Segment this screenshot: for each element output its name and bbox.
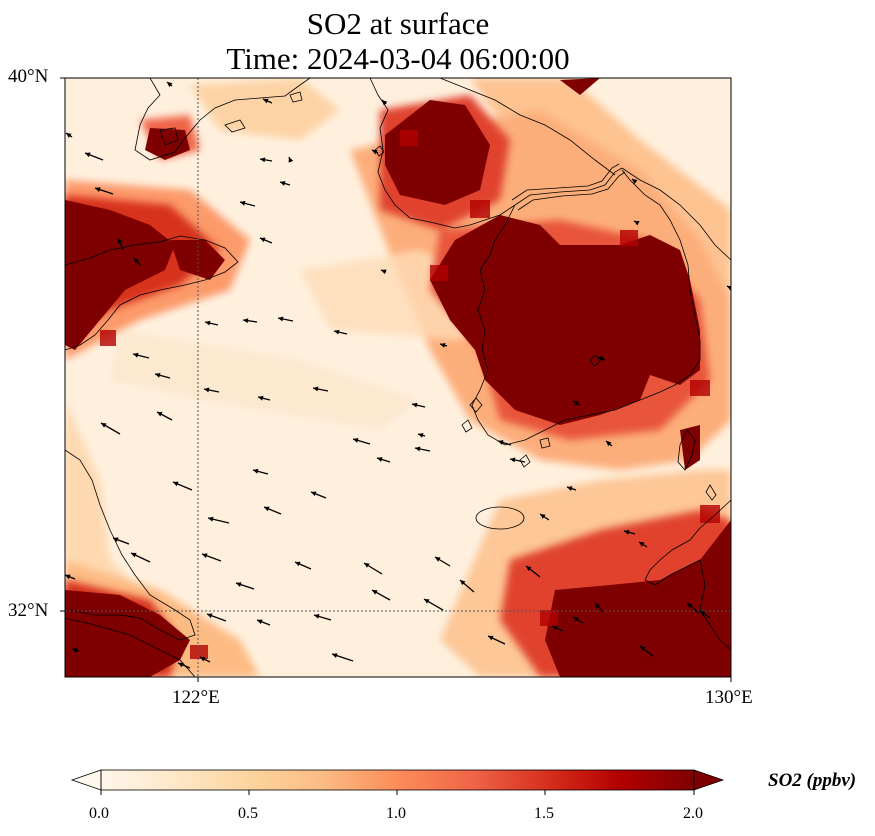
wind-vector-head [157,412,163,417]
wind-vector-head [66,133,72,138]
wind-vector-head [540,514,546,519]
wind-vector-head [205,320,211,326]
wind-vector-head [264,506,270,512]
wind-vector-head [243,318,249,324]
wind-vector-head [381,269,387,275]
wind-vector-head [372,150,378,155]
map-frame [64,77,732,678]
wind-vector-head [72,647,78,653]
wind-vector-head [687,603,693,609]
wind-vector-head [134,258,140,264]
wind-vector-head [415,446,421,452]
colorbar [70,769,725,795]
wind-vector-head [295,561,301,567]
wind-vector-head [85,152,91,158]
wind-vector-head [155,372,161,378]
wind-vector-head [412,402,418,408]
wind-vector-head [311,491,317,497]
wind-vector-head [727,286,731,291]
colorbar-tick-0: 0.0 [89,805,109,822]
wind-vector-head [632,179,638,184]
wind-vector-head [167,82,173,88]
wind-vector-head [113,537,119,543]
wind-vector-head [236,582,242,587]
wind-vector-head [101,423,107,428]
colorbar-extend-min [70,769,102,791]
wind-vector-head [288,157,294,163]
wind-vector-head [258,395,264,401]
wind-vector-head [278,316,284,322]
lat-tick-32n: 32°N [8,600,49,621]
wind-vector-head [377,457,383,462]
colorbar-tick-1-5: 1.5 [534,805,554,822]
wind-vector-head [178,662,184,668]
wind-vector-head [567,486,573,491]
wind-vector-head [372,590,378,595]
wind-vector-head [314,614,320,619]
colorbar-tick-1: 1.0 [386,805,406,822]
wind-vectors [65,81,731,669]
wind-vector-head [65,574,71,580]
wind-vector-head [131,552,137,558]
wind-vector-head [435,557,441,562]
wind-vector-head [624,529,630,535]
wind-vector-head [510,457,516,463]
wind-vector-head [95,187,101,192]
wind-vector-head [332,653,338,658]
wind-vector-head [598,356,604,362]
colorbar-tick-0-5: 0.5 [238,805,258,822]
colorbar-extend-max [693,769,725,791]
map-subtitle-time: Time: 2024-03-04 06:00:00 [226,41,570,76]
map-title: SO2 at surface [306,6,490,41]
wind-vector-head [606,441,612,447]
wind-vector-head [640,646,646,652]
gridlines [65,78,731,677]
colorbar-tick-2: 2.0 [683,805,703,822]
wind-vector-head [204,387,210,393]
wind-vector-head [257,619,263,625]
so2-field [65,78,731,677]
wind-vector-head [700,611,706,616]
wind-vector-head [240,200,246,206]
lat-tick-40n: 40°N [8,66,49,87]
wind-vector-head [117,238,123,244]
wind-vector-head [334,329,340,335]
wind-vector-head [595,603,601,609]
wind-vector-head [208,516,214,522]
wind-vector-head [552,625,558,631]
wind-vector-head [353,438,359,443]
wind-vector-head [418,432,424,438]
wind-vector-head [498,440,504,445]
high-so2-patches [65,78,731,677]
wind-vector-head [313,386,319,392]
wind-vector-head [364,563,370,568]
wind-vector-head [133,352,139,358]
wind-vector-head [488,635,494,641]
wind-vector-head [440,342,446,348]
wind-vector-head [200,657,206,662]
wind-vector-head [639,542,645,547]
wind-vector-head [202,553,208,559]
wind-vector-head [173,481,179,487]
wind-vector-head [260,237,266,243]
wind-vector-head [526,566,532,572]
wind-vector-head [260,157,266,163]
colorbar-label: SO2 (ppbv) [768,770,857,791]
wind-vector-head [207,613,213,619]
wind-vector-head [460,580,466,586]
wind-vector-head [382,100,388,106]
wind-vector-head [573,401,579,406]
wind-vector-head [263,98,269,104]
wind-vector-head [573,617,579,622]
coastlines [65,78,731,677]
wind-vector-head [424,599,430,604]
wind-vector-head [253,468,259,474]
wind-vector-head [280,181,286,186]
lon-tick-130e: 130°E [705,687,753,708]
wind-vector-head [634,221,640,226]
lon-tick-122e: 122°E [172,687,220,708]
